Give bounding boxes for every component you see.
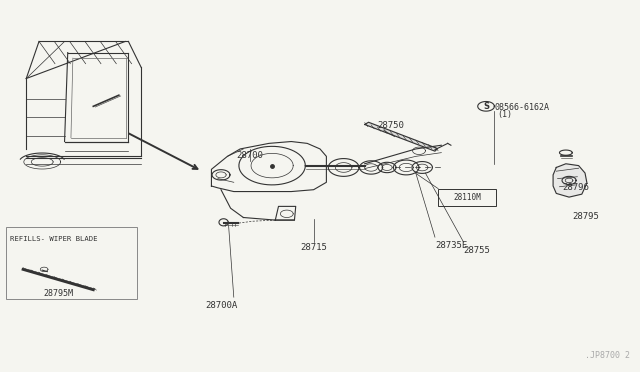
Text: REFILLS- WIPER BLADE: REFILLS- WIPER BLADE: [10, 235, 97, 242]
Text: 28735E: 28735E: [435, 241, 467, 250]
Text: .JP8700 2: .JP8700 2: [585, 351, 630, 360]
Text: 28795M: 28795M: [43, 289, 73, 298]
Text: 28110M: 28110M: [453, 193, 481, 202]
Text: 28715: 28715: [300, 243, 327, 253]
Text: 28700: 28700: [236, 151, 263, 160]
Text: 28750: 28750: [378, 121, 404, 131]
Text: (1): (1): [497, 110, 513, 119]
Bar: [438, 189, 495, 206]
Text: 28795: 28795: [572, 212, 599, 221]
Text: 08566-6162A: 08566-6162A: [494, 103, 549, 112]
Polygon shape: [553, 164, 587, 197]
Polygon shape: [365, 122, 438, 151]
Text: 28796: 28796: [563, 183, 589, 192]
Bar: [6, 227, 137, 299]
Text: 28755: 28755: [464, 246, 491, 255]
Text: S: S: [483, 102, 489, 111]
Text: 28700A: 28700A: [205, 301, 237, 310]
